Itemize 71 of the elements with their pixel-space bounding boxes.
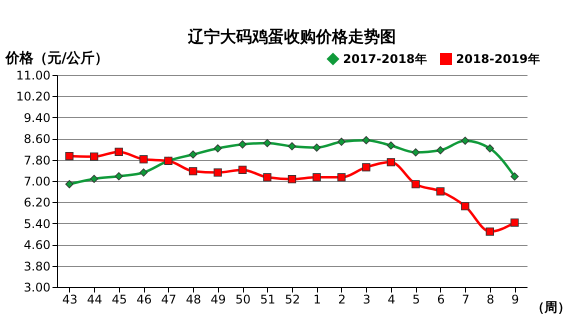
x-tick-label: 2 — [338, 292, 346, 306]
point — [90, 174, 98, 183]
point — [386, 141, 396, 150]
x-tick-label: 43 — [62, 292, 78, 306]
point — [461, 136, 470, 145]
point — [510, 172, 519, 181]
point — [263, 173, 272, 182]
point — [436, 187, 445, 196]
point — [238, 140, 247, 149]
point — [337, 173, 346, 182]
y-tick-label: 4.60 — [24, 238, 50, 252]
y-tick-label: 9.40 — [24, 110, 50, 125]
point — [312, 144, 321, 152]
point — [90, 152, 98, 161]
point — [238, 166, 247, 174]
point — [386, 158, 396, 166]
point — [362, 136, 370, 144]
y-tick-label: 11.00 — [16, 68, 50, 82]
point — [188, 167, 198, 176]
point — [288, 175, 296, 184]
x-tick-label: 9 — [511, 292, 519, 306]
x-tick-label: 6 — [437, 292, 445, 306]
y-tick-label: 6.20 — [24, 196, 50, 210]
point — [436, 146, 445, 154]
point — [510, 218, 519, 227]
point — [362, 163, 370, 172]
x-tick-label: 1 — [313, 292, 322, 306]
x-tick-label: 44 — [86, 292, 102, 306]
y-tick-label: 8.60 — [24, 132, 50, 146]
point — [65, 152, 74, 160]
x-tick-label: 8 — [486, 292, 494, 306]
point — [312, 173, 321, 182]
x-tick-label: 4 — [388, 292, 396, 306]
point — [412, 148, 420, 156]
legend-label: 2017-2018年 — [343, 52, 427, 66]
x-tick-label: 45 — [112, 292, 127, 306]
x-axis-title: （周） — [532, 300, 566, 316]
chart-title: 辽宁大码鸡蛋收购价格走势图 — [187, 27, 396, 46]
point — [214, 144, 222, 153]
point — [337, 138, 346, 146]
point — [263, 138, 272, 148]
y-tick-label: 7.80 — [24, 153, 50, 168]
point — [65, 180, 74, 188]
point — [288, 142, 296, 150]
x-tick-label: 46 — [136, 292, 152, 306]
y-tick-label: 10.20 — [16, 90, 50, 104]
x-tick-label: 7 — [462, 292, 470, 306]
x-tick-label: 51 — [260, 292, 276, 306]
point — [486, 228, 494, 236]
point — [139, 168, 148, 177]
point — [214, 168, 222, 177]
point — [461, 202, 470, 210]
legend-label: 2018-2019年 — [456, 52, 540, 66]
point — [114, 148, 123, 156]
x-tick-label: 47 — [161, 292, 176, 306]
point — [486, 144, 494, 153]
x-tick-label: 48 — [186, 292, 202, 306]
point — [188, 150, 198, 159]
y-tick-label: 3.00 — [24, 280, 50, 294]
y-tick-label: 7.00 — [24, 174, 50, 188]
y-tick-label: 5.40 — [24, 216, 50, 231]
point — [412, 180, 420, 188]
x-tick-label: 5 — [412, 292, 420, 306]
x-tick-label: 50 — [235, 292, 251, 306]
point — [114, 172, 123, 180]
y-tick-label: 3.80 — [24, 259, 50, 274]
y-axis-title: 价格（元/公斤） — [4, 50, 109, 66]
x-tick-label: 3 — [362, 292, 371, 306]
point — [139, 155, 148, 164]
x-tick-label: 49 — [210, 292, 226, 306]
x-tick-label: 52 — [284, 292, 300, 306]
